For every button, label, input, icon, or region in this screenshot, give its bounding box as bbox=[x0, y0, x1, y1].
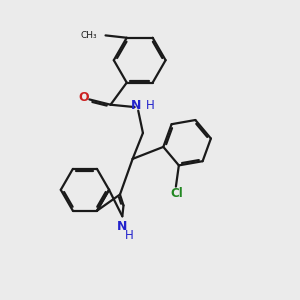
Text: Cl: Cl bbox=[170, 187, 183, 200]
Text: N: N bbox=[131, 98, 141, 112]
Text: H: H bbox=[124, 229, 133, 242]
Text: CH₃: CH₃ bbox=[81, 31, 97, 40]
Text: H: H bbox=[146, 98, 154, 112]
Text: N: N bbox=[116, 220, 127, 233]
Text: O: O bbox=[79, 91, 89, 103]
